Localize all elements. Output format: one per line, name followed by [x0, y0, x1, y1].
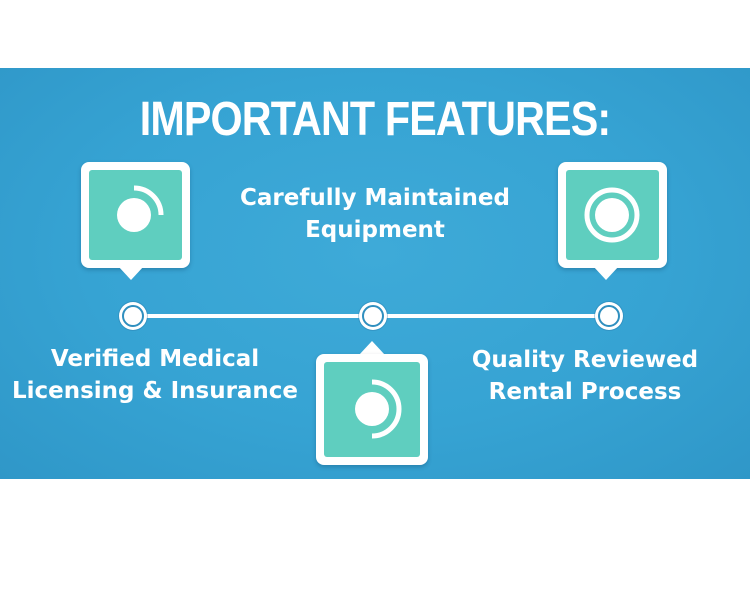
feature-card-2 — [316, 354, 428, 465]
feature-label-3: Quality Reviewed Rental Process — [471, 347, 699, 405]
card-3-pointer — [593, 266, 619, 280]
timeline-node-3 — [595, 302, 623, 330]
timeline-node-1 — [119, 302, 147, 330]
full-ring-icon — [584, 187, 640, 243]
feature-card-3 — [558, 162, 667, 268]
feature-card-1 — [81, 162, 190, 268]
feature-label-1: Verified Medical Licensing & Insurance — [11, 346, 299, 404]
card-2-pointer — [359, 341, 385, 355]
half-ring-icon — [355, 379, 402, 439]
partial-ring-icon — [117, 185, 164, 232]
banner-title: IMPORTANT FEATURES: — [139, 93, 611, 146]
timeline-node-2 — [359, 302, 387, 330]
card-1-pointer — [118, 266, 144, 280]
feature-label-2: Carefully Maintained Equipment — [240, 185, 510, 243]
